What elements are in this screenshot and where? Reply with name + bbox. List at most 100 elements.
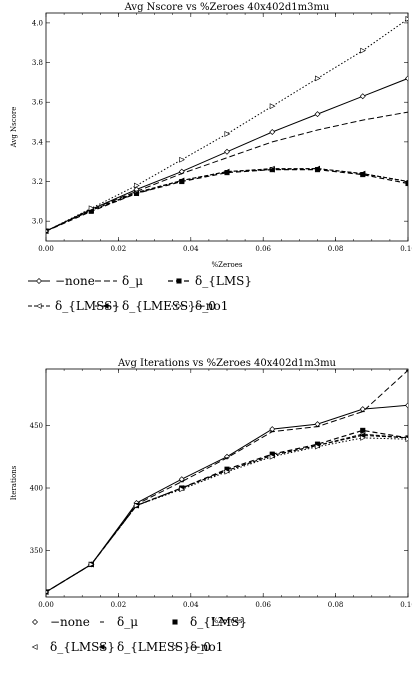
x-tick-label: 0.04 bbox=[183, 245, 199, 253]
data-point bbox=[405, 402, 408, 409]
legend-label: δ_μ bbox=[122, 274, 143, 288]
legend-entry: δ_0 bbox=[172, 640, 211, 654]
y-tick-label: 3.6 bbox=[32, 99, 44, 107]
data-point bbox=[88, 205, 95, 212]
series-3 bbox=[46, 167, 408, 234]
legend-marker bbox=[172, 644, 179, 650]
x-tick-label: 0.08 bbox=[328, 245, 344, 253]
x-tick-label: 0.02 bbox=[111, 245, 127, 253]
legend-entry: δ_{LMS} bbox=[168, 274, 252, 288]
x-axis-label: %Zeroes bbox=[212, 261, 243, 269]
legend-marker bbox=[176, 303, 183, 309]
legend-label: δ_0 bbox=[190, 640, 211, 654]
legend-label: δ_{LMSS} bbox=[50, 640, 115, 654]
legend-label: δ_0 bbox=[195, 299, 216, 313]
legend-marker bbox=[172, 619, 178, 625]
series-line bbox=[46, 369, 408, 593]
data-point bbox=[269, 426, 276, 433]
legend-label: δ_{LMS} bbox=[190, 615, 247, 629]
y-tick-label: 3.8 bbox=[32, 59, 43, 67]
data-point bbox=[269, 103, 276, 110]
chart-2: Avg Iterations vs %Zeroes 40x402d1m3mu 0.… bbox=[10, 358, 412, 654]
data-point bbox=[359, 406, 366, 413]
y-tick-label: 3.0 bbox=[32, 218, 43, 226]
x-tick-label: 0.06 bbox=[255, 245, 271, 253]
legend-entry: −none bbox=[32, 615, 90, 629]
data-point bbox=[224, 131, 231, 137]
legend-marker bbox=[102, 303, 109, 309]
data-point bbox=[405, 75, 408, 82]
data-point bbox=[134, 502, 140, 509]
x-tick-label: 0.04 bbox=[183, 601, 199, 609]
series-2 bbox=[46, 111, 408, 232]
y-tick-label: 450 bbox=[30, 422, 43, 430]
series-line bbox=[46, 18, 408, 232]
data-point bbox=[224, 468, 231, 475]
legend-label: δ_μ bbox=[117, 615, 138, 629]
legend-label: δ_{LMS} bbox=[195, 274, 252, 288]
x-tick-label: 0.10 bbox=[400, 601, 412, 609]
y-tick-label: 3.4 bbox=[32, 138, 44, 146]
data-point bbox=[178, 177, 185, 184]
y-tick-label: 3.2 bbox=[32, 178, 43, 186]
data-point bbox=[360, 435, 367, 441]
series-line bbox=[46, 111, 408, 232]
legend-entry: δ_{LMESS}−no1 bbox=[98, 640, 223, 654]
plot-frame bbox=[45, 12, 409, 242]
data-point bbox=[134, 182, 140, 189]
x-tick-label: 0.10 bbox=[400, 245, 412, 253]
data-point bbox=[223, 168, 230, 175]
series-line bbox=[46, 168, 408, 232]
series-line bbox=[46, 168, 408, 232]
legend-entry: δ_{LMSS} bbox=[28, 299, 120, 313]
chart-title: Avg Iterations vs %Zeroes 40x402d1m3mu bbox=[117, 358, 337, 369]
data-point bbox=[360, 47, 367, 54]
x-tick-label: 0.00 bbox=[38, 601, 54, 609]
data-point bbox=[46, 229, 50, 233]
data-point bbox=[268, 166, 275, 173]
data-point bbox=[359, 93, 366, 100]
x-axis-label: %Zeroes bbox=[212, 617, 243, 625]
legend-entry: δ_μ bbox=[95, 274, 143, 288]
series-4 bbox=[46, 165, 408, 234]
legend-entry: δ_{LMS} bbox=[172, 615, 247, 629]
data-point bbox=[314, 75, 321, 82]
x-tick-label: 0.02 bbox=[111, 601, 127, 609]
data-point bbox=[179, 156, 186, 163]
data-point bbox=[405, 180, 408, 187]
legend-marker bbox=[35, 303, 42, 309]
data-point bbox=[314, 165, 321, 172]
data-point bbox=[404, 179, 408, 184]
data-point bbox=[179, 486, 186, 493]
legend-entry: δ_{LMSS} bbox=[31, 640, 115, 654]
series-6 bbox=[46, 16, 408, 233]
series-5 bbox=[46, 165, 408, 234]
legend-marker bbox=[31, 644, 38, 650]
data-point bbox=[224, 148, 230, 155]
plot-frame bbox=[45, 368, 409, 598]
y-axis-label: Iterations bbox=[10, 465, 18, 500]
legend-marker bbox=[98, 644, 105, 650]
legend-marker bbox=[32, 619, 38, 625]
legend-entry: δ_0 bbox=[168, 299, 216, 313]
data-point bbox=[314, 443, 321, 450]
legend-marker bbox=[36, 278, 42, 284]
legend-marker bbox=[176, 278, 182, 284]
x-tick-label: 0.06 bbox=[255, 601, 271, 609]
legend-label: −none bbox=[55, 274, 95, 288]
legend-entry: δ_μ bbox=[100, 615, 138, 629]
legend-entry: −none bbox=[28, 274, 95, 288]
legend-label: δ_{LMSS} bbox=[55, 299, 120, 313]
data-point bbox=[359, 170, 366, 177]
data-point bbox=[405, 436, 408, 443]
y-tick-label: 4.0 bbox=[32, 19, 43, 27]
y-axis-label: Avg Nscore bbox=[10, 107, 18, 149]
series-3 bbox=[46, 427, 408, 595]
series-6 bbox=[46, 435, 408, 594]
legend-label: −none bbox=[50, 615, 90, 629]
chart-1: Avg Nscore vs %Zeroes 40x402d1m3mu 0.00 0.… bbox=[10, 2, 412, 313]
series-line bbox=[46, 437, 408, 593]
